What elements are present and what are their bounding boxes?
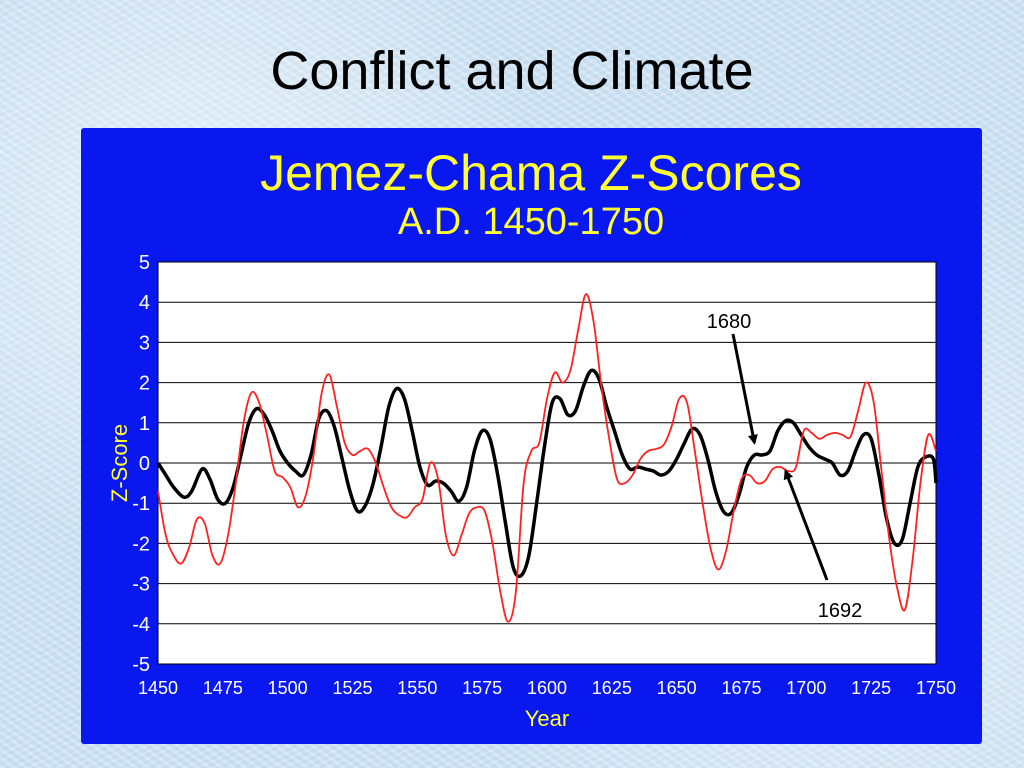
annotation-label-1692: 1692 [818, 600, 863, 622]
annotation-arrow-1692 [783, 469, 829, 581]
series-line-red [157, 293, 937, 623]
series-layer [156, 293, 938, 623]
x-tick-label: 1600 [527, 678, 567, 698]
x-tick-label: 1725 [851, 678, 891, 698]
x-tick-label: 1500 [268, 678, 308, 698]
x-ticks: 1450 1475 1500 1525 1550 1575 1600 1625 1650 1675… [138, 678, 956, 698]
x-tick-label: 1625 [592, 678, 632, 698]
grid-layer [158, 301, 936, 625]
y-tick-label: -4 [132, 614, 150, 636]
x-tick-label: 1450 [138, 678, 178, 698]
y-tick-label: 5 [139, 252, 150, 274]
y-tick-label: 1 [139, 413, 150, 435]
slide-title: Conflict and Climate [270, 41, 754, 101]
annotation-arrow-1680 [731, 333, 758, 445]
chart-panel: Jemez-Chama Z-Scores A.D. 1450-1750 5 4 3 2… [81, 128, 982, 744]
y-axis-label: Z-Score [107, 424, 132, 502]
y-tick-label: 2 [139, 373, 150, 395]
chart-title: Jemez-Chama Z-Scores [260, 145, 802, 201]
y-tick-label: -3 [132, 574, 150, 596]
x-tick-label: 1750 [916, 678, 956, 698]
x-tick-label: 1475 [203, 678, 243, 698]
x-tick-label: 1700 [786, 678, 826, 698]
x-tick-label: 1650 [657, 678, 697, 698]
y-tick-label: -2 [132, 533, 150, 555]
series-line-black [156, 368, 938, 579]
x-tick-label: 1550 [397, 678, 437, 698]
y-ticks: 5 4 3 2 1 0 -1 -2 -3 -4 -5 [132, 252, 150, 676]
x-tick-label: 1575 [462, 678, 502, 698]
chart-subtitle: A.D. 1450-1750 [398, 201, 664, 243]
y-tick-label: 3 [139, 332, 150, 354]
x-tick-label: 1675 [721, 678, 761, 698]
y-tick-label: 0 [139, 453, 150, 475]
annotations: 1680 1692 [707, 311, 863, 622]
x-tick-label: 1525 [332, 678, 372, 698]
y-tick-label: -1 [132, 493, 150, 515]
annotation-label-1680: 1680 [707, 311, 752, 333]
chart-svg: Jemez-Chama Z-Scores A.D. 1450-1750 5 4 3 2… [107, 145, 956, 731]
y-tick-label: -5 [132, 654, 150, 676]
y-tick-label: 4 [139, 292, 150, 314]
x-axis-label: Year [525, 706, 569, 731]
